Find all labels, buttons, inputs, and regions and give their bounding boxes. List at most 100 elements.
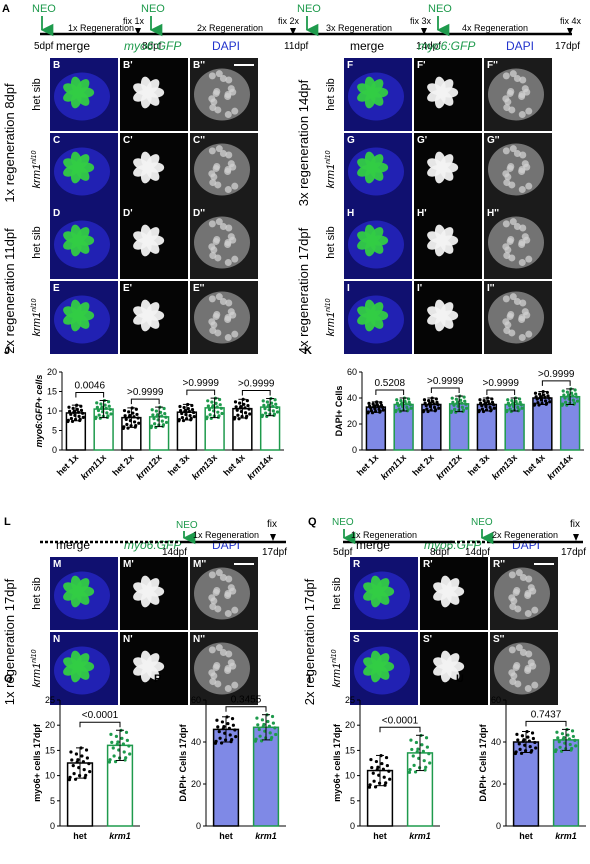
data-point — [134, 423, 138, 428]
data-point — [106, 400, 111, 404]
data-point — [192, 410, 196, 415]
data-point — [520, 734, 525, 738]
data-point — [122, 425, 126, 429]
panel-letter: T — [306, 673, 313, 685]
panel-letter: C — [53, 135, 60, 146]
genotype-label: het sib — [31, 577, 43, 609]
nucleus — [507, 162, 515, 170]
data-point — [372, 404, 376, 408]
data-point — [566, 733, 570, 737]
data-point — [214, 739, 218, 743]
data-point — [270, 714, 275, 719]
data-point — [260, 718, 265, 722]
nucleus — [502, 170, 510, 178]
data-point — [453, 407, 457, 411]
data-point — [367, 401, 371, 405]
data-point — [84, 773, 88, 777]
chart-T: T 0 5 10 15 20 25 myo6+ cells 17dpf het krm1 <0.00… — [306, 673, 440, 841]
data-point — [371, 771, 375, 775]
nucleus — [213, 162, 221, 170]
data-point — [258, 734, 262, 738]
data-point — [80, 754, 84, 758]
nucleus — [215, 145, 223, 153]
nucleus — [531, 606, 539, 614]
data-point — [423, 768, 427, 772]
panel-letter: G' — [417, 135, 427, 146]
nucleus — [229, 311, 237, 319]
day-label: 17dpf — [561, 547, 586, 558]
data-point — [81, 415, 85, 420]
dapi-nuclei — [494, 642, 550, 695]
hair-cell-center — [372, 585, 384, 598]
hair-cell-center — [436, 234, 448, 247]
nucleus — [231, 107, 239, 115]
bar — [252, 726, 280, 827]
data-point — [160, 414, 164, 418]
data-point — [131, 411, 135, 415]
data-point — [381, 408, 385, 412]
data-point — [231, 723, 235, 727]
data-point — [482, 399, 486, 403]
nucleus — [224, 685, 232, 693]
data-point — [543, 399, 548, 403]
data-point — [261, 399, 265, 403]
nucleus — [231, 606, 239, 614]
nucleus — [508, 594, 516, 602]
panel-letter: U — [456, 673, 464, 685]
bar — [552, 739, 580, 827]
data-point — [163, 412, 167, 416]
nucleus — [523, 163, 531, 171]
panel-letter: M' — [123, 559, 134, 570]
nucleus — [507, 310, 515, 318]
data-point — [67, 405, 71, 409]
nucleus — [519, 299, 527, 307]
fix-arrow — [135, 28, 141, 35]
data-point — [431, 399, 435, 404]
neo-label: NEO — [332, 517, 354, 528]
nucleus — [518, 93, 526, 101]
nucleus — [513, 150, 521, 158]
data-point — [100, 405, 104, 409]
nucleus — [215, 218, 223, 226]
y-axis-label: myo6+ cells 17dpf — [32, 723, 42, 802]
data-point — [366, 410, 370, 414]
data-point — [271, 404, 275, 408]
data-point — [263, 407, 267, 411]
data-point — [423, 401, 427, 405]
nucleus — [219, 574, 227, 582]
data-point — [369, 757, 373, 762]
data-point — [571, 398, 575, 402]
data-point — [435, 400, 439, 404]
y-tick-label: 10 — [345, 771, 355, 781]
dapi-nuclei — [194, 291, 250, 344]
data-point — [522, 738, 526, 742]
nucleus — [213, 661, 221, 669]
data-point — [220, 411, 224, 416]
nucleus — [529, 587, 537, 595]
data-point — [554, 748, 558, 752]
data-point — [151, 413, 155, 417]
nucleus — [224, 610, 232, 618]
data-point — [69, 412, 73, 416]
data-point — [454, 397, 458, 401]
p-value-label: >0.9999 — [483, 378, 520, 389]
data-point — [420, 743, 424, 747]
data-point — [270, 735, 274, 740]
nucleus — [208, 571, 216, 579]
nucleus — [513, 661, 521, 669]
nucleus — [224, 168, 232, 176]
data-point — [109, 732, 113, 736]
data-point — [69, 416, 73, 421]
data-point — [205, 415, 209, 419]
data-point — [415, 750, 419, 754]
nucleus — [523, 311, 531, 319]
data-point — [458, 398, 463, 402]
image-block: 1x regeneration 8dpf merge myo6:GFP DAPI het… — [2, 39, 258, 206]
data-point — [266, 719, 270, 724]
nucleus — [219, 223, 227, 231]
data-point — [547, 396, 551, 400]
data-point — [228, 733, 232, 737]
nucleus — [507, 235, 515, 243]
nucleus — [208, 170, 216, 178]
